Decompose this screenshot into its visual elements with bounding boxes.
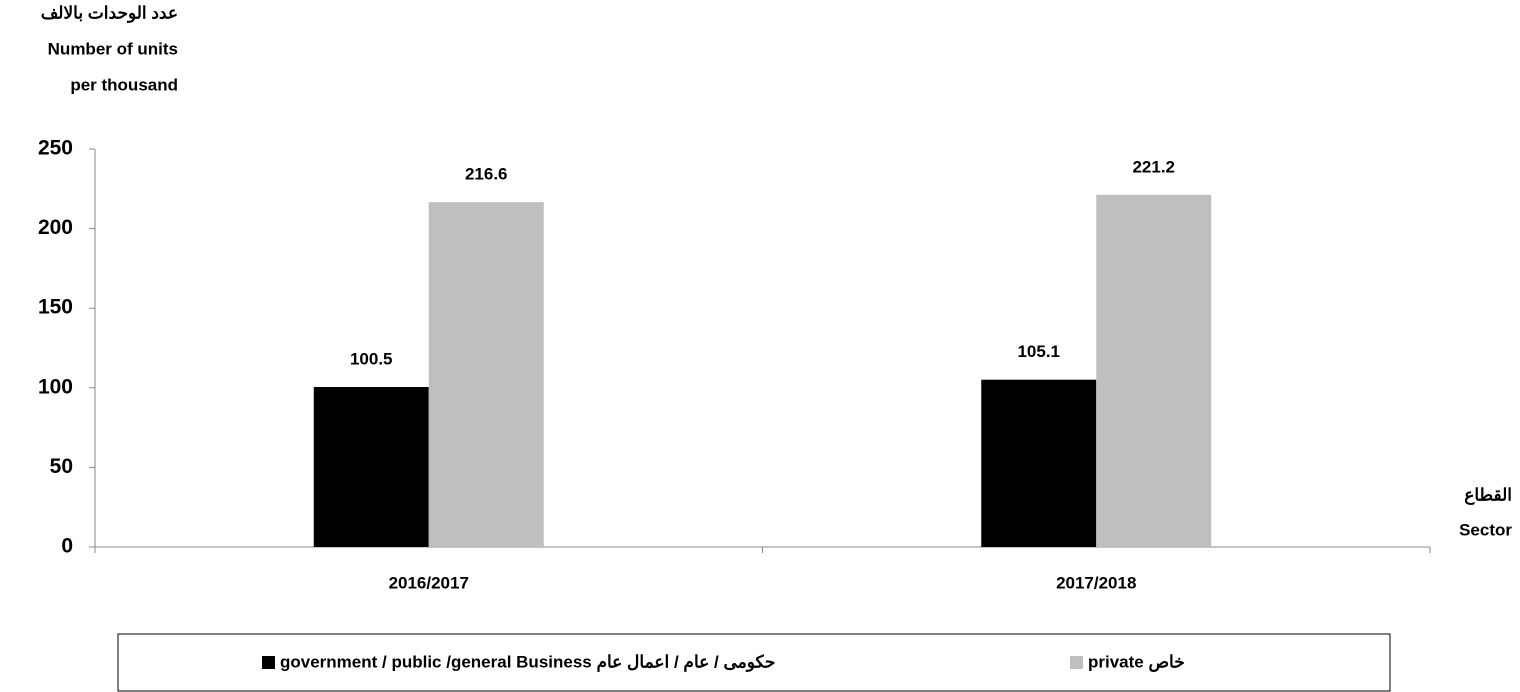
bar	[981, 379, 1097, 547]
y-tick-label: 150	[38, 296, 73, 319]
bar	[428, 202, 544, 548]
legend-label: government / public /general Business حك…	[280, 652, 775, 672]
y-tick-label: 250	[38, 137, 73, 160]
y-tick-label: 100	[38, 375, 73, 398]
bar	[1096, 194, 1212, 547]
x-axis-title: Sector	[1459, 520, 1512, 539]
legend-box	[117, 633, 1391, 692]
x-tick-label: 2016/2017	[389, 573, 469, 592]
y-tick-label: 50	[50, 455, 73, 478]
data-label: 221.2	[1132, 157, 1175, 176]
legend-label: private خاص	[1088, 652, 1185, 672]
y-tick-label: 0	[61, 535, 73, 558]
y-axis-title: عدد الوحدات بالالف	[41, 3, 178, 23]
data-label: 100.5	[350, 349, 393, 368]
x-tick-label: 2017/2018	[1056, 573, 1136, 592]
data-label: 105.1	[1017, 342, 1060, 361]
legend-swatch	[262, 656, 275, 669]
x-axis-title: القطاع	[1464, 485, 1512, 505]
legend-swatch	[1070, 656, 1083, 669]
y-axis-title: per thousand	[70, 75, 178, 94]
y-tick-label: 200	[38, 216, 73, 239]
data-label: 216.6	[465, 165, 508, 184]
y-axis-title: Number of units	[48, 39, 178, 58]
bar	[313, 387, 429, 547]
